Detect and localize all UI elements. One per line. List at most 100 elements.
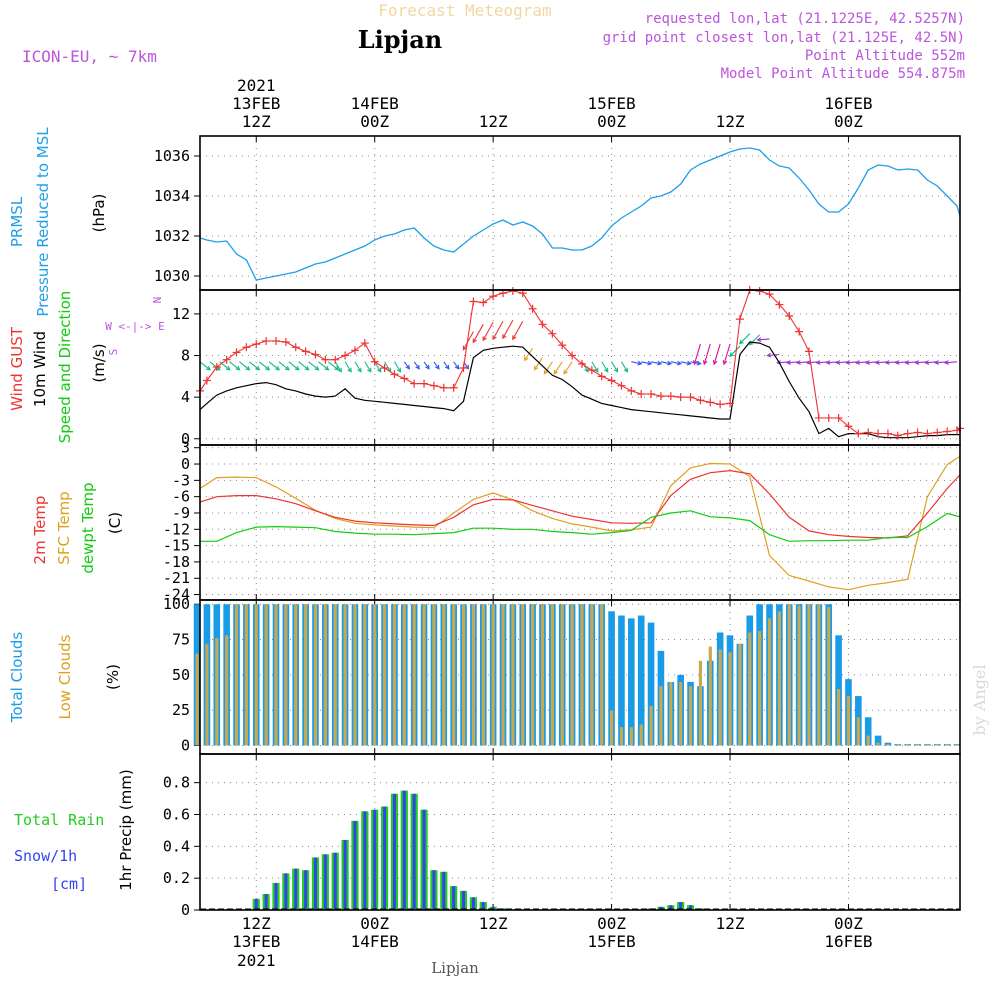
wind-direction-arrow — [384, 361, 392, 373]
wind-direction-arrow — [601, 361, 609, 373]
wind-gust-marker — [834, 413, 843, 422]
precip-label: 1hr Precip (mm) — [117, 769, 135, 890]
wind-direction-arrow — [472, 324, 484, 343]
wind-direction-arrowhead — [584, 367, 589, 373]
snow-bar — [383, 806, 387, 910]
clouds-unit: (%) — [104, 664, 122, 690]
wind-gust-marker — [637, 390, 646, 399]
wind-direction-arrow — [591, 361, 599, 373]
y-tick-label: 3 — [181, 439, 190, 457]
wind-gust-marker — [795, 327, 804, 336]
wind-direction-arrowhead — [533, 365, 539, 371]
low-cloud-bar — [679, 681, 683, 746]
temp-2m-label: 2m Temp — [31, 496, 49, 565]
low-cloud-bar — [807, 604, 811, 746]
wind-gust-marker — [538, 320, 547, 329]
compass-axis: W <-|-> E — [105, 320, 165, 333]
low-cloud-bar — [422, 604, 426, 746]
dewpt-label: dewpt Temp — [79, 482, 97, 573]
wind-direction-arrow — [502, 319, 514, 339]
low-cloud-bar — [669, 681, 673, 746]
wind-direction-arrow — [875, 361, 888, 364]
snow-bar — [481, 902, 485, 910]
wind-gust-marker — [893, 431, 902, 440]
low-cloud-bar — [531, 604, 535, 746]
wind-direction-arrow — [935, 361, 948, 364]
snow-bar — [392, 793, 396, 910]
wind-gust-marker — [597, 372, 606, 381]
wind-direction-arrow — [308, 361, 319, 371]
wind-direction-arrowhead — [603, 367, 609, 373]
wind-direction-arrow — [433, 361, 440, 370]
wind-direction-arrowhead — [904, 360, 910, 365]
wind-direction-arrowhead — [729, 352, 734, 357]
low-cloud-bar — [876, 742, 880, 746]
wind-direction-arrow — [512, 320, 524, 340]
low-cloud-bar — [540, 604, 545, 746]
wind-gust-marker — [883, 429, 892, 438]
y-tick-label: 0.8 — [163, 774, 190, 792]
wind-gust-marker — [242, 343, 251, 352]
wind-direction-arrow — [806, 361, 819, 364]
wind-direction-arrowhead — [502, 334, 507, 340]
wind-direction-arrow — [524, 347, 534, 361]
wind-direction-arrowhead — [676, 360, 682, 366]
wind-direction-arrow — [713, 343, 721, 365]
y-tick-label: 1036 — [154, 147, 190, 165]
low-cloud-bar — [590, 604, 594, 746]
low-cloud-bar — [846, 696, 851, 746]
wind-gust-marker — [775, 300, 784, 309]
wind-gust-marker — [252, 340, 261, 349]
wind-gust-marker — [469, 297, 478, 306]
wind-gust-marker — [824, 413, 833, 422]
wind-direction-arrow — [885, 361, 898, 364]
year-label-top: 2021 — [237, 76, 276, 95]
wind-direction-arrow — [925, 361, 938, 364]
wind-gust-marker — [943, 427, 952, 436]
wind-gust-marker — [341, 351, 350, 360]
low-cloud-bar — [777, 611, 781, 746]
model-altitude: Model Point Altitude 554.875m — [721, 66, 965, 82]
pressure-label: Pressure Reduced to MSL — [34, 127, 52, 317]
wind-gust-marker — [814, 413, 823, 422]
y-tick-label: 75 — [172, 631, 190, 649]
wind-direction-arrow — [739, 333, 751, 345]
low-cloud-bar — [501, 604, 505, 746]
low-cloud-bar — [215, 638, 219, 746]
wind-direction-arrow — [846, 361, 859, 364]
wind-direction-arrowhead — [855, 360, 861, 365]
y-tick-label: 0.2 — [163, 869, 190, 887]
snow-bar — [432, 870, 436, 910]
wind-direction-arrowhead — [884, 360, 890, 365]
snow-bar — [442, 871, 446, 910]
wind-gust-marker — [429, 381, 438, 390]
temp-unit: (C) — [106, 512, 124, 534]
snow-bar — [679, 902, 683, 910]
wind-direction-arrow — [229, 361, 240, 371]
wind-direction-arrowhead — [894, 360, 900, 365]
y-tick-label: -9 — [172, 504, 190, 522]
wind-gust-marker — [656, 392, 665, 401]
wind-direction-arrow — [443, 361, 450, 370]
wind-direction-arrow — [239, 361, 250, 371]
wind-gust-marker — [380, 364, 389, 373]
wind-direction-arrow — [693, 343, 701, 365]
wind-direction-arrowhead — [693, 360, 698, 366]
panel-frame — [199, 135, 961, 291]
wind-gust-marker — [706, 398, 715, 407]
wind-gust-marker — [291, 343, 300, 352]
time-label-top: 00Z — [834, 112, 863, 131]
y-tick-label: 0 — [181, 901, 190, 919]
wind-gust-marker — [577, 359, 586, 368]
panel-frame — [199, 753, 961, 911]
wind-direction-arrowhead — [613, 367, 619, 373]
pressure-label: PRMSL — [8, 196, 26, 247]
compass-south: S — [107, 349, 120, 356]
wind-gust-marker — [400, 374, 409, 383]
low-cloud-bar — [205, 643, 209, 746]
snow-bar — [294, 868, 298, 910]
wind-gust-marker — [716, 400, 725, 409]
low-cloud-bar — [491, 604, 495, 746]
wind-direction-arrow — [905, 361, 918, 364]
